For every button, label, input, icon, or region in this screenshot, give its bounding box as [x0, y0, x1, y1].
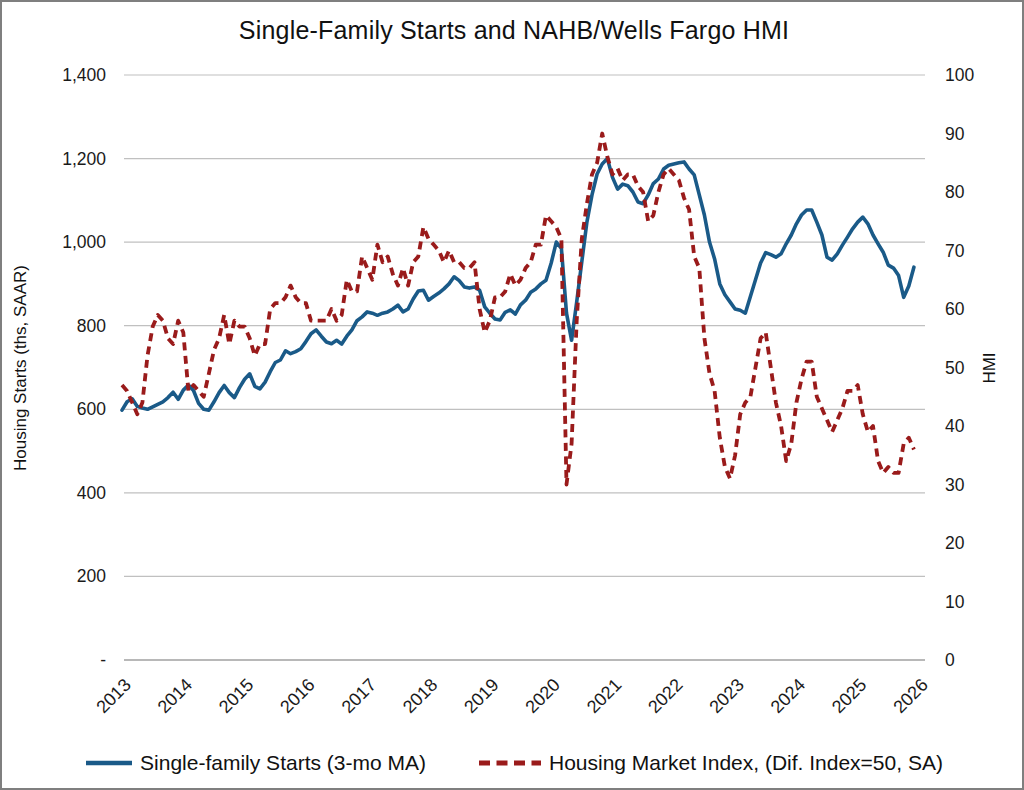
legend-label-starts: Single-family Starts (3-mo MA) [140, 751, 426, 775]
left-axis-tick-label: 1,200 [62, 149, 106, 169]
chart-canvas: 1,4001,2001,000800600400200-100908070605… [2, 2, 1024, 742]
right-axis-tick-label: 40 [945, 416, 965, 436]
legend-item-hmi: Housing Market Index, (Dif. Index=50, SA… [478, 751, 943, 775]
x-axis-tick-label: 2024 [767, 675, 809, 717]
x-axis-tick-label: 2016 [276, 675, 318, 717]
right-axis-tick-label: 60 [945, 299, 965, 319]
starts-line-sample-icon [85, 759, 133, 767]
right-axis-tick-label: 30 [945, 475, 965, 495]
x-axis-tick-label: 2018 [399, 675, 441, 717]
legend: Single-family Starts (3-mo MA) Housing M… [2, 744, 1024, 782]
x-axis-tick-label: 2025 [828, 675, 870, 717]
left-axis-tick-label: 200 [77, 566, 106, 586]
left-axis-tick-label: 600 [77, 399, 106, 419]
right-axis-tick-label: 20 [945, 533, 965, 553]
right-axis-tick-label: 90 [945, 124, 965, 144]
right-axis-tick-label: 0 [945, 650, 955, 670]
x-axis-tick-label: 2022 [644, 675, 686, 717]
left-axis-title: Housing Starts (ths, SAAR) [11, 253, 31, 483]
left-axis-tick-label: - [100, 650, 106, 670]
x-axis-tick-label: 2023 [705, 675, 747, 717]
x-axis-tick-label: 2017 [338, 675, 380, 717]
x-axis-tick-label: 2014 [154, 675, 196, 717]
left-axis-tick-label: 1,000 [62, 232, 106, 252]
x-axis-tick-label: 2021 [583, 675, 625, 717]
right-axis-tick-label: 100 [945, 65, 974, 85]
x-axis-tick-label: 2020 [522, 675, 564, 717]
x-axis-tick-label: 2015 [215, 675, 257, 717]
right-axis-title: HMI [980, 283, 1000, 453]
starts-series-line [122, 159, 914, 411]
right-axis-tick-label: 80 [945, 182, 965, 202]
left-axis-tick-label: 800 [77, 316, 106, 336]
x-axis-tick-label: 2013 [92, 675, 134, 717]
left-axis-tick-label: 400 [77, 483, 106, 503]
x-axis-tick-label: 2026 [889, 675, 931, 717]
right-axis-tick-label: 70 [945, 241, 965, 261]
left-axis-tick-label: 1,400 [62, 65, 106, 85]
x-axis-tick-label: 2019 [460, 675, 502, 717]
right-axis-tick-label: 50 [945, 358, 965, 378]
legend-label-hmi: Housing Market Index, (Dif. Index=50, SA… [549, 751, 943, 775]
legend-item-starts: Single-family Starts (3-mo MA) [85, 751, 426, 775]
right-axis-tick-label: 10 [945, 592, 965, 612]
hmi-line-sample-icon [478, 759, 542, 767]
